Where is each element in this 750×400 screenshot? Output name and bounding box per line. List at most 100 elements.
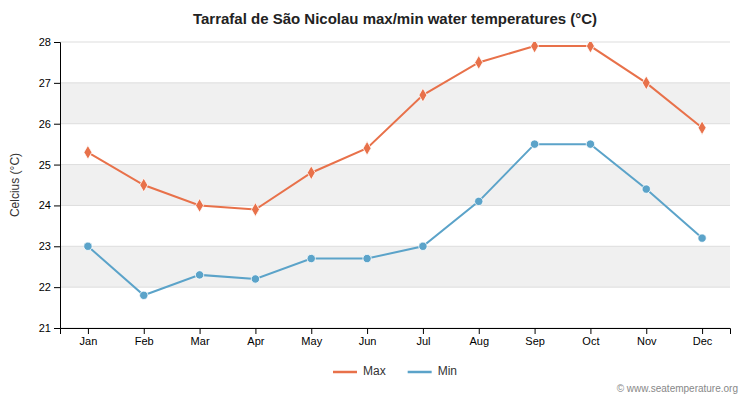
- series: [84, 42, 706, 216]
- chart-svg: JanFebMarAprMayJunJulAugSepOctNovDec2122…: [0, 0, 750, 400]
- series-marker: [84, 145, 92, 159]
- legend: Max Min: [333, 364, 457, 378]
- series-marker: [530, 140, 538, 148]
- series-marker: [475, 197, 483, 205]
- y-tick-mark: [54, 246, 60, 247]
- x-tick-mark: [311, 328, 312, 334]
- series-group: [84, 42, 707, 299]
- series-line: [88, 46, 702, 209]
- x-tick-label: Mar: [191, 335, 210, 347]
- y-tick: 24: [39, 199, 60, 211]
- y-tick: 27: [39, 77, 60, 89]
- y-tick: 23: [39, 240, 60, 252]
- y-tick-mark: [54, 328, 60, 329]
- x-axis: JanFebMarAprMayJunJulAugSepOctNovDec: [61, 328, 731, 347]
- y-tick: 26: [39, 118, 60, 130]
- x-tick: Aug: [469, 328, 489, 347]
- annotation: © www.seatemperature.org: [617, 383, 738, 394]
- y-tick-label: 27: [39, 77, 51, 89]
- y-tick-mark: [54, 287, 60, 288]
- x-tick-mark: [590, 328, 591, 334]
- series-marker: [642, 76, 650, 90]
- grid-band: [60, 83, 730, 124]
- x-tick-mark: [535, 328, 536, 334]
- x-tick: Nov: [637, 328, 657, 347]
- x-tick-label: Aug: [469, 335, 489, 347]
- series-marker: [307, 166, 315, 180]
- series-marker: [140, 291, 148, 299]
- x-tick: Sep: [525, 328, 545, 347]
- series-marker: [195, 271, 203, 279]
- x-tick-mark: [88, 328, 89, 334]
- x-tick-mark: [255, 328, 256, 334]
- x-tick-label: Sep: [525, 335, 545, 347]
- y-tick-label: 25: [39, 159, 51, 171]
- x-tick-mark: [367, 328, 368, 334]
- x-tick-label: Apr: [247, 335, 264, 347]
- x-tick-mark: [702, 328, 703, 334]
- x-tick: Jan: [80, 328, 98, 347]
- series-marker: [475, 56, 483, 70]
- grid-line: [60, 42, 730, 43]
- grid-line: [60, 164, 730, 165]
- series-marker: [140, 178, 148, 192]
- series-marker: [586, 42, 594, 53]
- grid-line: [60, 246, 730, 247]
- y-tick: 21: [39, 322, 60, 334]
- series-line: [88, 144, 702, 295]
- x-tick: Jul: [416, 328, 430, 347]
- x-tick-label: May: [301, 335, 322, 347]
- y-tick-label: 21: [39, 322, 51, 334]
- x-tick-mark: [423, 328, 424, 334]
- y-tick: 25: [39, 159, 60, 171]
- series-marker: [531, 42, 539, 53]
- series-marker: [251, 275, 259, 283]
- y-tick-label: 26: [39, 118, 51, 130]
- grid-band: [60, 165, 730, 206]
- y-tick-mark: [54, 83, 60, 84]
- series-marker: [251, 203, 259, 217]
- y-tick-mark: [54, 165, 60, 166]
- series-marker: [196, 199, 204, 213]
- series-marker: [363, 254, 371, 262]
- x-tick-label: Oct: [582, 335, 599, 347]
- x-tick-label: Feb: [135, 335, 154, 347]
- legend-item: Min: [408, 364, 457, 378]
- grid-line: [60, 287, 730, 288]
- x-tick-mark: [200, 328, 201, 334]
- x-tick-mark: [646, 328, 647, 334]
- series-marker: [586, 140, 594, 148]
- x-tick-label: Dec: [693, 335, 713, 347]
- series-marker: [419, 242, 427, 250]
- y-tick-label: 23: [39, 240, 51, 252]
- y-tick: 22: [39, 281, 60, 293]
- grid-line: [60, 82, 730, 83]
- grid-line: [60, 123, 730, 124]
- y-axis-line: [54, 43, 61, 329]
- x-tick: Feb: [135, 328, 154, 347]
- y-tick-mark: [54, 124, 60, 125]
- legend-label: Max: [363, 364, 386, 378]
- series-marker: [419, 88, 427, 102]
- series: [84, 140, 707, 300]
- series-marker: [84, 242, 92, 250]
- legend-swatch: [408, 371, 432, 374]
- grid: [60, 42, 730, 328]
- series-marker: [642, 185, 650, 193]
- y-axis: 21 22 23 24 25 26 27 28: [39, 36, 61, 334]
- y-axis-title: Celcius (°C): [8, 153, 22, 217]
- y-tick: 28: [39, 36, 60, 48]
- series-marker: [698, 234, 706, 242]
- chart-title: Tarrafal de São Nicolau max/min water te…: [193, 10, 597, 27]
- plot-area: JanFebMarAprMayJunJulAugSepOctNovDec2122…: [39, 36, 731, 347]
- series-marker: [698, 121, 706, 135]
- x-tick: May: [301, 328, 322, 347]
- series-marker: [307, 254, 315, 262]
- x-tick-mark: [144, 328, 145, 334]
- y-tick-label: 28: [39, 36, 51, 48]
- x-tick: Mar: [191, 328, 210, 347]
- x-axis-line: [61, 329, 731, 335]
- y-tick-label: 22: [39, 281, 51, 293]
- x-tick-label: Nov: [637, 335, 657, 347]
- legend-label: Min: [438, 364, 457, 378]
